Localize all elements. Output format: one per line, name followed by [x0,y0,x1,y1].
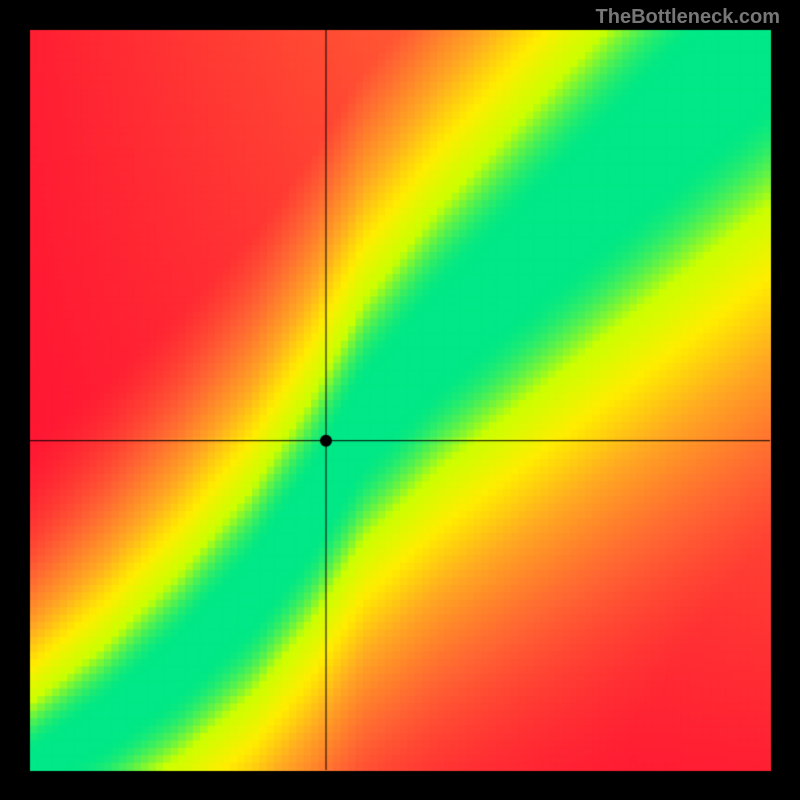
watermark-text: TheBottleneck.com [596,6,780,29]
bottleneck-heatmap [0,0,800,800]
